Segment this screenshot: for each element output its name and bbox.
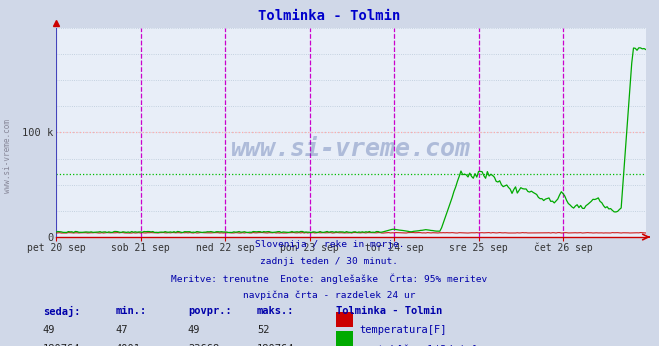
Text: maks.:: maks.: — [257, 306, 295, 316]
Text: temperatura[F]: temperatura[F] — [359, 325, 447, 335]
Text: navpična črta - razdelek 24 ur: navpična črta - razdelek 24 ur — [243, 290, 416, 300]
Text: 23668: 23668 — [188, 344, 219, 346]
Text: www.si-vreme.com: www.si-vreme.com — [3, 119, 13, 193]
Text: povpr.:: povpr.: — [188, 306, 231, 316]
Text: Slovenija / reke in morje.: Slovenija / reke in morje. — [255, 240, 404, 249]
Text: zadnji teden / 30 minut.: zadnji teden / 30 minut. — [260, 257, 399, 266]
Text: 49: 49 — [43, 325, 55, 335]
Text: min.:: min.: — [115, 306, 146, 316]
Text: Tolminka - Tolmin: Tolminka - Tolmin — [258, 9, 401, 22]
Text: Meritve: trenutne  Enote: anglešaške  Črta: 95% meritev: Meritve: trenutne Enote: anglešaške Črta… — [171, 274, 488, 284]
Text: pretok[čevelj3/min]: pretok[čevelj3/min] — [359, 344, 478, 346]
Text: 52: 52 — [257, 325, 270, 335]
Text: 49: 49 — [188, 325, 200, 335]
Text: 47: 47 — [115, 325, 128, 335]
Text: www.si-vreme.com: www.si-vreme.com — [231, 137, 471, 161]
Text: 180764: 180764 — [43, 344, 80, 346]
Text: Tolminka - Tolmin: Tolminka - Tolmin — [336, 306, 442, 316]
Text: sedaj:: sedaj: — [43, 306, 80, 317]
Text: 4001: 4001 — [115, 344, 140, 346]
Text: 180764: 180764 — [257, 344, 295, 346]
